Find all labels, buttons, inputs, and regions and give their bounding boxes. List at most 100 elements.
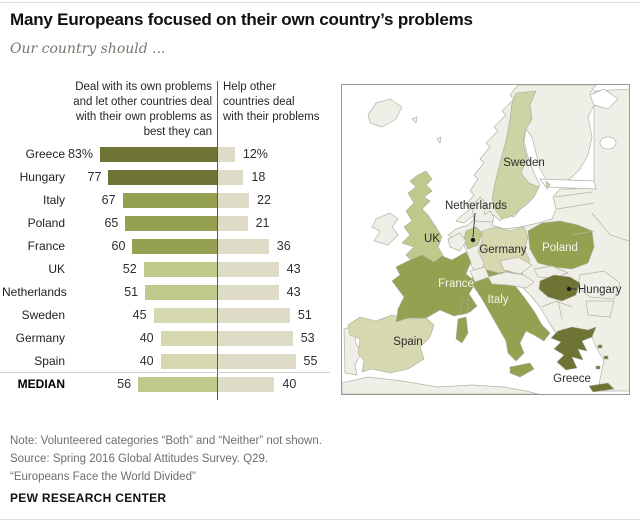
map-country-czechia [499, 256, 533, 275]
europe-map: Sweden Netherlands UK Germany Poland Fra… [341, 84, 630, 395]
map-label-spain: Spain [393, 336, 422, 348]
bar-row-poland: Poland 65 21 [10, 216, 343, 231]
map-country-poland [527, 220, 595, 270]
help-value-label: 21 [255, 216, 270, 230]
left-column-header: Deal with its own problems and let other… [73, 81, 212, 138]
map-country-belgium [447, 232, 467, 252]
country-label: Spain [34, 354, 65, 368]
map-label-greece: Greece [553, 373, 591, 385]
own-value-label: 67 [101, 193, 116, 207]
help-others-bar [218, 170, 244, 185]
own-value-label: 40 [139, 331, 154, 345]
own-value-label: 77 [87, 170, 102, 184]
map-country-greece [550, 326, 615, 393]
map-label-hungary: Hungary [578, 284, 622, 296]
help-others-bar [218, 193, 250, 208]
help-others-bar [218, 262, 279, 277]
country-label: Netherlands [2, 285, 67, 299]
footer-note: Note: Volunteered categories “Both” and … [10, 435, 322, 447]
border-east-2 [571, 230, 595, 236]
footer-report-title: “Europeans Face the World Divided” [10, 471, 196, 483]
map-country-france [391, 251, 478, 323]
help-others-bar [218, 285, 279, 300]
help-value-label: 22 [257, 193, 271, 207]
country-label: France [27, 239, 65, 253]
own-value-label: 40 [139, 354, 154, 368]
bar-row-hungary: Hungary 77 18 [10, 170, 343, 185]
help-value-label: 36 [276, 239, 291, 253]
country-label: Hungary [19, 170, 65, 184]
pew-research-center-brand: PEW RESEARCH CENTER [10, 491, 167, 505]
own-problems-bar [160, 354, 217, 369]
own-value-label: 65 [104, 216, 119, 230]
map-label-france: France [438, 278, 474, 290]
help-others-bar [218, 239, 269, 254]
map-label-italy: Italy [487, 294, 508, 306]
chart-subtitle: Our country should ... [10, 41, 166, 57]
map-country-spain [347, 314, 435, 374]
own-problems-bar [143, 262, 217, 277]
bar-row-spain: Spain 40 55 [10, 354, 343, 369]
help-value-label: 18 [251, 170, 266, 184]
map-label-poland: Poland [542, 242, 578, 254]
own-problems-bar [138, 377, 217, 392]
border-balkans-2 [557, 300, 563, 320]
border-baltics-1 [554, 191, 593, 198]
corsica [459, 298, 469, 316]
median-row: MEDIAN 56 40 [10, 377, 343, 392]
map-label-sweden: Sweden [503, 157, 545, 169]
netherlands-pointer-line [472, 212, 476, 238]
border-east-1 [591, 212, 629, 242]
bar-row-uk: UK 52 43 [10, 262, 343, 277]
faroe-islands [411, 116, 418, 124]
bar-row-netherlands: Netherlands 51 43 [2, 285, 343, 300]
border-balkans-1 [541, 300, 573, 308]
country-label: Sweden [21, 308, 65, 322]
country-label: UK [48, 262, 65, 276]
footer-source: Source: Spring 2016 Global Attitudes Sur… [10, 453, 269, 465]
own-value-label: 52 [122, 262, 137, 276]
border-baltics-2 [556, 202, 595, 210]
own-value-label: 51 [124, 285, 139, 299]
map-country-iceland [367, 98, 403, 128]
own-problems-bar [160, 331, 217, 346]
country-label: Italy [42, 193, 65, 207]
map-country-bulgaria [585, 300, 615, 318]
help-value-label: 55 [303, 354, 318, 368]
own-problems-bar [132, 239, 217, 254]
map-label-uk: UK [424, 233, 440, 245]
country-label: Germany [15, 331, 65, 345]
own-problems-bar [153, 308, 217, 323]
white-sea [589, 88, 619, 110]
map-country-sweden [491, 90, 551, 220]
help-value-label: 12% [242, 147, 268, 161]
map-country-switzerland [469, 266, 490, 283]
help-value-label: 40 [282, 377, 297, 391]
country-label: MEDIAN [17, 377, 65, 391]
sardinia [455, 316, 469, 344]
bar-row-italy: Italy 67 22 [10, 193, 343, 208]
country-label: Greece [25, 147, 65, 161]
own-value-label: 60 [111, 239, 126, 253]
diverging-bar-chart: Deal with its own problems and let other… [0, 80, 343, 410]
map-label-germany: Germany [479, 244, 527, 256]
sicily [509, 362, 535, 378]
own-problems-bar [108, 170, 217, 185]
help-others-bar [218, 308, 290, 323]
shetland-islands [436, 136, 442, 144]
help-value-label: 43 [286, 262, 301, 276]
hungary-pointer-dot [566, 286, 572, 292]
own-value-label: 83% [67, 147, 93, 161]
map-country-ireland [371, 212, 399, 246]
top-rule [0, 2, 640, 3]
right-column-header: Help other countries deal with their pro… [223, 81, 320, 123]
own-problems-bar [125, 216, 217, 231]
help-others-bar [218, 377, 275, 392]
center-axis-line [217, 81, 218, 400]
bar-row-greece: Greece 83% 12% [10, 147, 343, 162]
border-denmark [474, 220, 494, 223]
map-country-slovakia [533, 265, 569, 279]
crete [588, 382, 615, 393]
median-separator-line [0, 372, 330, 373]
